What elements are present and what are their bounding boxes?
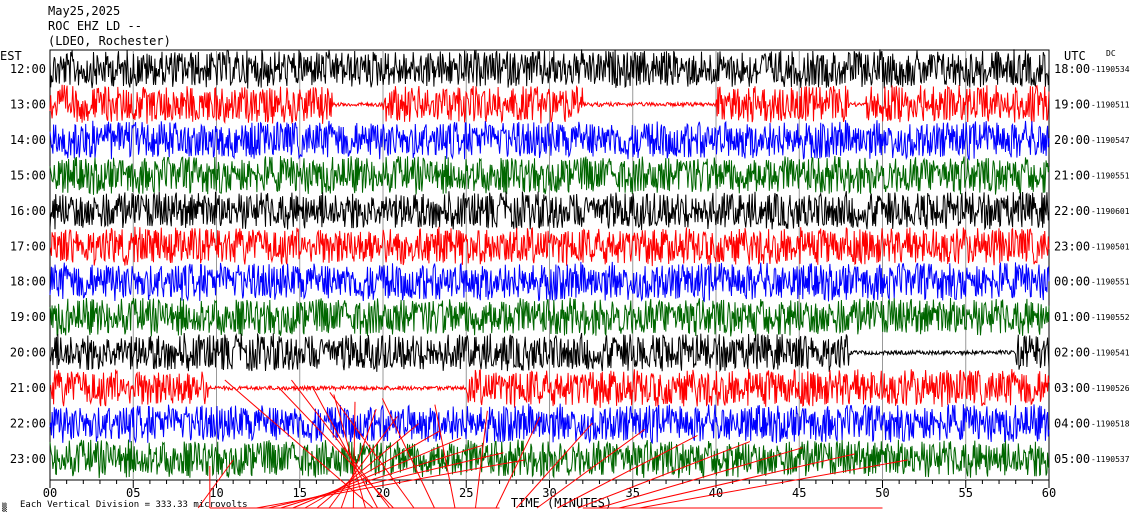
footer-symbol: ▒ xyxy=(2,503,7,512)
event-line xyxy=(197,459,234,509)
est-time-label: 18:00 xyxy=(10,275,46,289)
event-line xyxy=(312,387,378,509)
event-line xyxy=(557,434,698,509)
event-line xyxy=(280,444,483,509)
event-line xyxy=(224,379,374,509)
network-name: (LDEO, Rochester) xyxy=(48,34,171,48)
x-tick-label: 50 xyxy=(875,486,889,500)
est-time-label: 19:00 xyxy=(10,310,46,324)
utc-time-label: 02:00 xyxy=(1054,346,1090,360)
x-tick-label: 60 xyxy=(1042,486,1056,500)
trace-row xyxy=(49,49,1050,89)
plot-date: May25,2025 xyxy=(48,4,121,18)
dc-offset-value: -1190537 xyxy=(1091,455,1130,464)
utc-time-label: 18:00 xyxy=(1054,62,1090,76)
x-tick-label: 10 xyxy=(209,486,223,500)
dc-offset-value: -1190511 xyxy=(1091,100,1130,109)
event-line xyxy=(598,447,803,509)
utc-time-label: 21:00 xyxy=(1054,168,1090,182)
trace-row xyxy=(49,84,1050,125)
event-line xyxy=(434,404,456,509)
vertical-scale-note: Each Vertical Division = 333.33 microvol… xyxy=(20,500,248,510)
est-time-label: 14:00 xyxy=(10,133,46,147)
x-tick-label: 05 xyxy=(126,486,140,500)
est-time-label: 23:00 xyxy=(10,452,46,466)
trace-row xyxy=(49,368,1050,408)
event-line xyxy=(268,452,504,509)
utc-time-label: 22:00 xyxy=(1054,204,1090,218)
trace-row xyxy=(49,403,1050,445)
station-code: ROC EHZ LD -- xyxy=(48,19,142,33)
event-line xyxy=(618,453,856,509)
utc-time-label: 05:00 xyxy=(1054,452,1090,466)
utc-time-label: 23:00 xyxy=(1054,239,1090,253)
event-line xyxy=(352,401,356,509)
event-line xyxy=(276,385,394,509)
est-time-label: 12:00 xyxy=(10,62,46,76)
est-time-label: 20:00 xyxy=(10,346,46,360)
event-line xyxy=(316,423,419,509)
left-timezone-label: EST xyxy=(0,49,22,63)
est-time-label: 16:00 xyxy=(10,204,46,218)
utc-time-label: 00:00 xyxy=(1054,275,1090,289)
x-tick-label: 20 xyxy=(376,486,390,500)
trace-row xyxy=(49,226,1050,267)
dc-offset-value: -1190501 xyxy=(1091,242,1130,251)
utc-time-label: 03:00 xyxy=(1054,381,1090,395)
x-axis-label: TIME (MINUTES) xyxy=(511,496,612,510)
event-line xyxy=(329,392,415,509)
est-time-label: 15:00 xyxy=(10,168,46,182)
event-line xyxy=(304,430,441,509)
utc-time-label: 20:00 xyxy=(1054,133,1090,147)
dc-offset-value: -1190526 xyxy=(1091,384,1130,393)
trace-row xyxy=(49,155,1050,196)
x-tick-label: 40 xyxy=(709,486,723,500)
dc-offset-value: -1190547 xyxy=(1091,136,1130,145)
event-line xyxy=(516,422,593,509)
trace-row xyxy=(49,191,1050,231)
est-time-label: 13:00 xyxy=(10,97,46,111)
x-tick-label: 15 xyxy=(293,486,307,500)
est-time-label: 17:00 xyxy=(10,239,46,253)
event-line xyxy=(639,459,908,509)
utc-time-label: 19:00 xyxy=(1054,97,1090,111)
event-line xyxy=(333,394,366,509)
right-timezone-label: UTC xyxy=(1064,49,1086,63)
x-tick-label: 55 xyxy=(959,486,973,500)
event-line xyxy=(292,437,462,509)
x-tick-label: 00 xyxy=(43,486,57,500)
dc-offset-value: -1190552 xyxy=(1091,313,1130,322)
event-line xyxy=(577,441,751,509)
dc-offset-value: -1190534 xyxy=(1091,65,1130,74)
event-line xyxy=(495,416,541,509)
x-tick-label: 25 xyxy=(459,486,473,500)
trace-row xyxy=(49,332,1050,373)
dc-offset-label: DC xyxy=(1106,49,1116,58)
est-time-label: 21:00 xyxy=(10,381,46,395)
dc-offset-value: -1190518 xyxy=(1091,420,1130,429)
dc-offset-value: -1190541 xyxy=(1091,349,1130,358)
trace-row xyxy=(49,261,1050,303)
dc-offset-value: -1190551 xyxy=(1091,278,1130,287)
trace-row xyxy=(49,297,1050,337)
event-line xyxy=(328,416,398,509)
trace-row xyxy=(49,120,1050,161)
dc-offset-value: -1190601 xyxy=(1091,207,1130,216)
utc-time-label: 01:00 xyxy=(1054,310,1090,324)
event-line xyxy=(474,410,488,509)
trace-row xyxy=(49,439,1050,479)
event-line xyxy=(381,398,435,509)
est-time-label: 22:00 xyxy=(10,417,46,431)
event-line xyxy=(536,428,646,509)
dc-offset-value: -1190551 xyxy=(1091,171,1130,180)
x-tick-label: 45 xyxy=(792,486,806,500)
utc-time-label: 04:00 xyxy=(1054,417,1090,431)
event-line xyxy=(340,408,377,509)
